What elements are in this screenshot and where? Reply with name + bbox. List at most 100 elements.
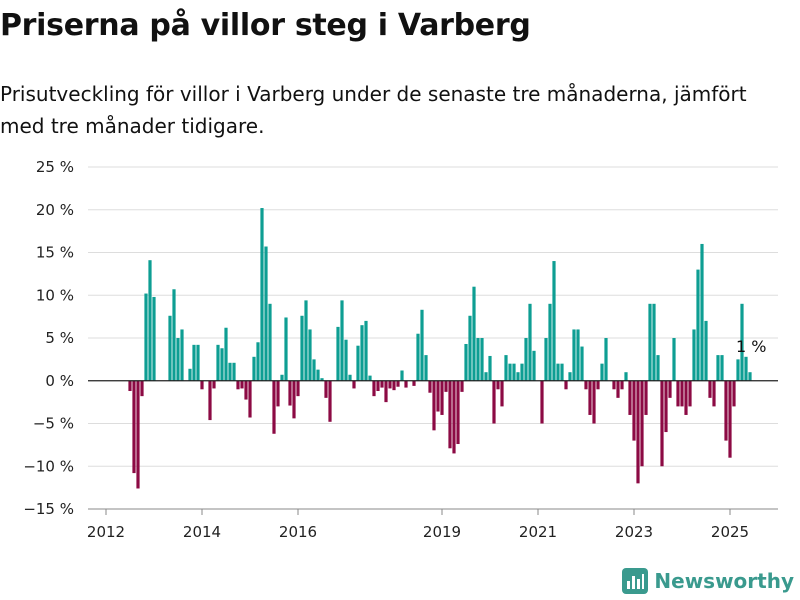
x-tick-label: 2012 [87, 523, 125, 541]
bar [404, 380, 408, 388]
bar [600, 363, 604, 381]
bar [396, 380, 400, 387]
bar [384, 380, 388, 403]
bar [320, 378, 324, 381]
bar [284, 317, 288, 381]
bar-chart: 25 % 20 % 15 % 10 % 5 % 0 % −5 % −10 % −15 % 2012… [23, 158, 778, 541]
bar [484, 372, 488, 381]
newsworthy-chart-icon [622, 568, 649, 594]
y-tick-label: 25 % [36, 158, 74, 176]
bar [232, 362, 236, 381]
bar [516, 372, 520, 381]
y-tick-label: 5 % [45, 329, 74, 347]
bar [308, 329, 312, 381]
bar [708, 380, 712, 398]
bar [688, 380, 692, 407]
bar [168, 315, 172, 381]
bar [180, 329, 184, 381]
bar [300, 315, 304, 381]
bar [664, 380, 668, 433]
bar [748, 372, 752, 381]
bar [628, 380, 632, 415]
bar [236, 380, 240, 390]
bar [196, 344, 200, 381]
bar [360, 325, 364, 381]
bar [672, 338, 676, 381]
x-tick-label: 2025 [711, 523, 749, 541]
bar [268, 303, 272, 381]
bar [696, 269, 700, 381]
bar [252, 356, 256, 381]
bar [388, 380, 392, 389]
bar [680, 380, 684, 407]
bar [532, 350, 536, 381]
y-tick-label: 10 % [36, 286, 74, 304]
bar [524, 338, 528, 381]
bar [344, 339, 348, 381]
bar [264, 246, 268, 381]
x-tick-label: 2019 [423, 523, 461, 541]
bar [668, 380, 672, 398]
bar [132, 380, 136, 474]
y-tick-label: 0 % [45, 372, 74, 390]
bar [528, 303, 532, 381]
bar [200, 380, 204, 390]
bar [452, 380, 456, 454]
bar [288, 380, 292, 406]
bar [644, 380, 648, 415]
bar [508, 363, 512, 381]
bar [172, 289, 176, 381]
bar [480, 338, 484, 381]
bar [568, 372, 572, 381]
x-tick-label: 2016 [279, 523, 317, 541]
bar [188, 368, 192, 381]
y-tick-label: −15 % [23, 500, 74, 518]
bar [432, 380, 436, 431]
bar [244, 380, 248, 400]
bar [564, 380, 568, 390]
bar [280, 374, 284, 381]
bar [296, 380, 300, 397]
bar [604, 338, 608, 381]
bar [368, 375, 372, 381]
bar [472, 286, 476, 381]
bar [424, 355, 428, 381]
y-tick-label: −10 % [23, 457, 74, 475]
bar [328, 380, 332, 422]
bar [620, 380, 624, 390]
bar [692, 329, 696, 381]
bar [512, 363, 516, 381]
bar [248, 380, 252, 418]
bar [292, 380, 296, 419]
bar [740, 303, 744, 381]
bar [504, 355, 508, 381]
bar [356, 345, 360, 381]
bar [584, 380, 588, 390]
bar [220, 348, 224, 381]
bar [392, 380, 396, 391]
bar [152, 296, 156, 381]
newsworthy-logo: Newsworthy [622, 568, 794, 594]
bar [224, 327, 228, 381]
bar [348, 374, 352, 381]
bar [624, 372, 628, 381]
bar [148, 260, 152, 381]
bar [464, 343, 468, 381]
bar [428, 380, 432, 393]
bar [476, 338, 480, 381]
bar [580, 346, 584, 381]
bar [276, 380, 280, 407]
bar [316, 369, 320, 381]
bar [704, 320, 708, 381]
bar [592, 380, 596, 424]
x-tick-label: 2014 [183, 523, 221, 541]
bar [724, 380, 728, 441]
bar [240, 380, 244, 389]
bar [588, 380, 592, 415]
y-tick-label: 15 % [36, 244, 74, 262]
bar [676, 380, 680, 407]
bar [448, 380, 452, 449]
bar [352, 380, 356, 389]
bar [720, 355, 724, 381]
bar [612, 380, 616, 390]
